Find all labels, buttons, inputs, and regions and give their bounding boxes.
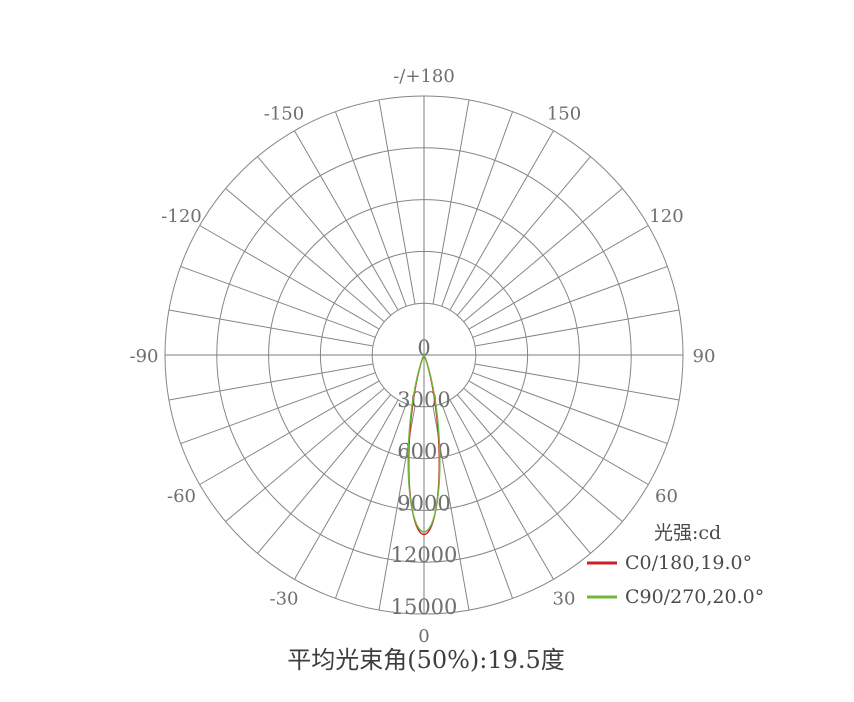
grid-radial-line (472, 265, 668, 338)
curve-c90-270 (407, 354, 441, 533)
grid-radial-line (199, 380, 380, 485)
grid-radial-line (468, 225, 649, 330)
grid-radial-line (456, 156, 591, 316)
grid-radial-line (334, 403, 407, 599)
grid-radial-line (257, 156, 392, 316)
grid-radial-line (456, 394, 591, 554)
intensity-curves (407, 354, 441, 536)
radial-value-label: 12000 (391, 543, 458, 567)
grid-radial-line (472, 372, 668, 445)
legend-unit-label: 光强:cd (654, 522, 721, 544)
grid-radial-line (199, 225, 380, 330)
grid-radial-line (441, 111, 514, 307)
grid-radial-line (225, 387, 385, 522)
grid-radial-line (294, 399, 399, 580)
grid-radial-line (474, 363, 680, 401)
angle-label: -30 (270, 588, 299, 609)
grid-radial-line (474, 309, 680, 347)
grid-radial-line (463, 188, 623, 323)
grid-radial-line (449, 130, 554, 311)
angle-label: 60 (655, 486, 678, 507)
radial-value-label: 6000 (397, 440, 450, 464)
grid-radial-line (168, 309, 374, 347)
polar-grid (164, 95, 684, 615)
angle-label: -60 (167, 486, 196, 507)
grid-radial-line (334, 111, 407, 307)
legend-series-label: C0/180,19.0° (625, 552, 752, 574)
grid-radial-line (225, 188, 385, 323)
angle-label: -90 (130, 346, 159, 367)
angle-label: 0 (418, 626, 429, 647)
grid-radial-line (257, 394, 392, 554)
angle-label: 90 (693, 346, 716, 367)
radial-value-label: 15000 (391, 595, 458, 619)
grid-radial-line (468, 380, 649, 485)
grid-radial-line (180, 372, 376, 445)
grid-radial-line (441, 403, 514, 599)
angle-label: 150 (547, 104, 581, 125)
chart-caption: 平均光束角(50%):19.5度 (287, 646, 565, 674)
angle-labels: -/+180 150 120 90 60 30 0 -30 -60 -90 -120 -150 (130, 66, 716, 647)
grid-radial-line (180, 265, 376, 338)
angle-label: 30 (553, 588, 576, 609)
grid-radial-line (449, 399, 554, 580)
grid-radial-line (168, 363, 374, 401)
legend-series-label: C90/270,20.0° (625, 586, 764, 608)
angle-label: -120 (161, 206, 201, 227)
grid-radial-line (294, 130, 399, 311)
radial-value-label: 3000 (397, 388, 450, 412)
angle-label: -/+180 (393, 66, 455, 87)
grid-radial-line (378, 99, 416, 305)
angle-label: -150 (264, 104, 304, 125)
angle-label: 120 (649, 206, 683, 227)
legend: 光强:cd C0/180,19.0° C90/270,20.0° (587, 522, 764, 608)
radial-value-label: 0 (417, 336, 430, 360)
radial-value-label: 9000 (397, 491, 450, 515)
radial-value-labels: 0 3000 6000 9000 12000 15000 (391, 336, 458, 619)
grid-radial-line (463, 387, 623, 522)
grid-radial-line (432, 99, 470, 305)
